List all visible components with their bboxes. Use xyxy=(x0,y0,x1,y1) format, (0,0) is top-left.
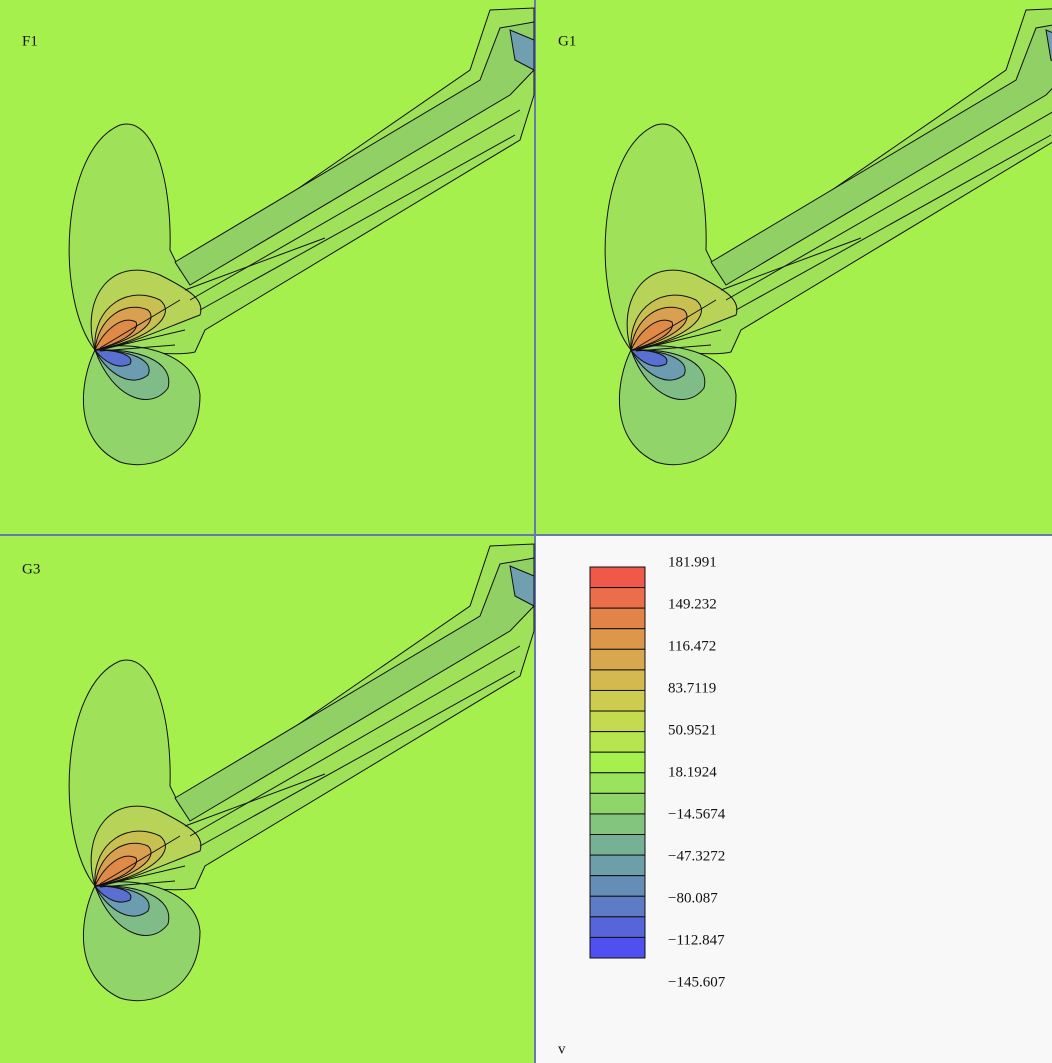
colorbar-label: 50.9521 xyxy=(668,722,717,738)
colorbar-band xyxy=(589,772,646,794)
colorbar-band xyxy=(589,607,646,630)
variable-label: v xyxy=(558,1041,566,1057)
colorbar-label: −47.3272 xyxy=(668,848,725,864)
colorbar-label: 116.472 xyxy=(668,638,716,654)
contour-plot xyxy=(0,0,535,535)
colorbar-label: −80.087 xyxy=(668,890,718,906)
colorbar-band xyxy=(589,916,646,938)
panel-label: G3 xyxy=(22,561,40,577)
panel: F1 xyxy=(0,0,535,535)
colorbar-label: 149.232 xyxy=(668,596,717,612)
colorbar-band xyxy=(589,936,646,959)
legend-panel: v 181.991 149.232 116.472 83.7119 50.9521 18.… xyxy=(536,536,1052,1063)
panel-label: G1 xyxy=(558,33,576,49)
colorbar-label: 181.991 xyxy=(668,554,717,570)
colorbar-band xyxy=(589,813,646,836)
colorbar-label: −112.847 xyxy=(668,932,725,948)
contour-plot xyxy=(0,535,535,1063)
panel-label: F1 xyxy=(22,33,38,49)
colorbar-band xyxy=(589,566,646,589)
panel: G1 xyxy=(535,0,1052,535)
colorbar-band xyxy=(589,669,646,691)
colorbar-label: −14.5674 xyxy=(668,806,726,822)
colorbar-band xyxy=(589,689,646,712)
colorbar-band xyxy=(589,895,646,918)
colorbar-label: 83.7119 xyxy=(668,680,716,696)
colorbar-band xyxy=(589,628,646,650)
colorbar-band xyxy=(589,587,646,609)
colorbar-band xyxy=(589,792,646,815)
colorbar-label: −145.607 xyxy=(668,974,726,990)
colorbar-band xyxy=(589,875,646,897)
contour-plot xyxy=(535,0,1052,535)
colorbar-band xyxy=(589,731,646,753)
colorbar-band xyxy=(589,648,646,671)
panel: G3 xyxy=(0,535,535,1063)
colorbar-label: 18.1924 xyxy=(668,764,717,780)
colorbar-band xyxy=(589,834,646,856)
colorbar-band xyxy=(589,751,646,774)
colorbar-band xyxy=(589,854,646,877)
colorbar-band xyxy=(589,710,646,733)
